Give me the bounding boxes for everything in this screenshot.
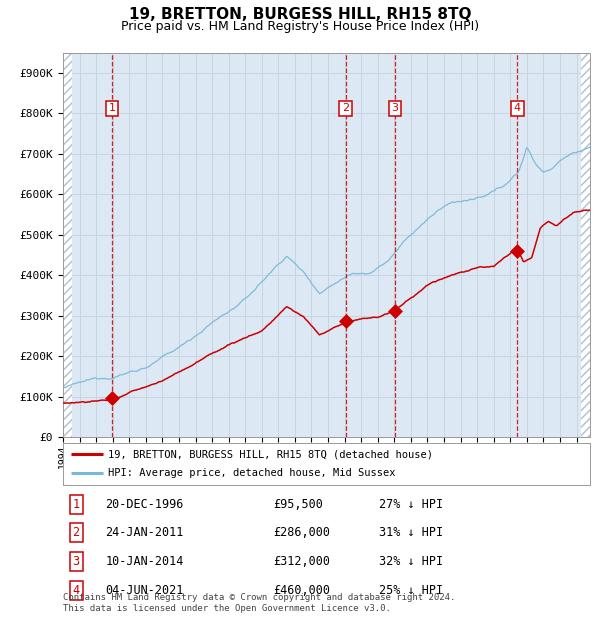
Text: 25% ↓ HPI: 25% ↓ HPI	[379, 583, 443, 596]
Text: HPI: Average price, detached house, Mid Sussex: HPI: Average price, detached house, Mid …	[108, 469, 395, 479]
Text: Price paid vs. HM Land Registry's House Price Index (HPI): Price paid vs. HM Land Registry's House …	[121, 20, 479, 33]
Text: 20-DEC-1996: 20-DEC-1996	[105, 498, 184, 511]
Text: 2: 2	[342, 104, 349, 113]
Text: 4: 4	[73, 583, 80, 596]
Text: £312,000: £312,000	[274, 555, 331, 568]
Bar	[63, 53, 72, 437]
Text: 4: 4	[514, 104, 521, 113]
Text: 3: 3	[73, 555, 80, 568]
Text: 27% ↓ HPI: 27% ↓ HPI	[379, 498, 443, 511]
Text: 2: 2	[73, 526, 80, 539]
Text: 1: 1	[73, 498, 80, 511]
Text: £460,000: £460,000	[274, 583, 331, 596]
Text: 19, BRETTON, BURGESS HILL, RH15 8TQ (detached house): 19, BRETTON, BURGESS HILL, RH15 8TQ (det…	[108, 449, 433, 459]
Text: 1: 1	[109, 104, 116, 113]
Text: £286,000: £286,000	[274, 526, 331, 539]
Text: 24-JAN-2011: 24-JAN-2011	[105, 526, 184, 539]
Text: 32% ↓ HPI: 32% ↓ HPI	[379, 555, 443, 568]
Text: 10-JAN-2014: 10-JAN-2014	[105, 555, 184, 568]
Text: 31% ↓ HPI: 31% ↓ HPI	[379, 526, 443, 539]
Text: 04-JUN-2021: 04-JUN-2021	[105, 583, 184, 596]
Text: £95,500: £95,500	[274, 498, 323, 511]
Text: 3: 3	[391, 104, 398, 113]
Text: Contains HM Land Registry data © Crown copyright and database right 2024.
This d: Contains HM Land Registry data © Crown c…	[63, 593, 455, 613]
Bar	[581, 53, 590, 437]
Text: 19, BRETTON, BURGESS HILL, RH15 8TQ: 19, BRETTON, BURGESS HILL, RH15 8TQ	[129, 7, 471, 22]
